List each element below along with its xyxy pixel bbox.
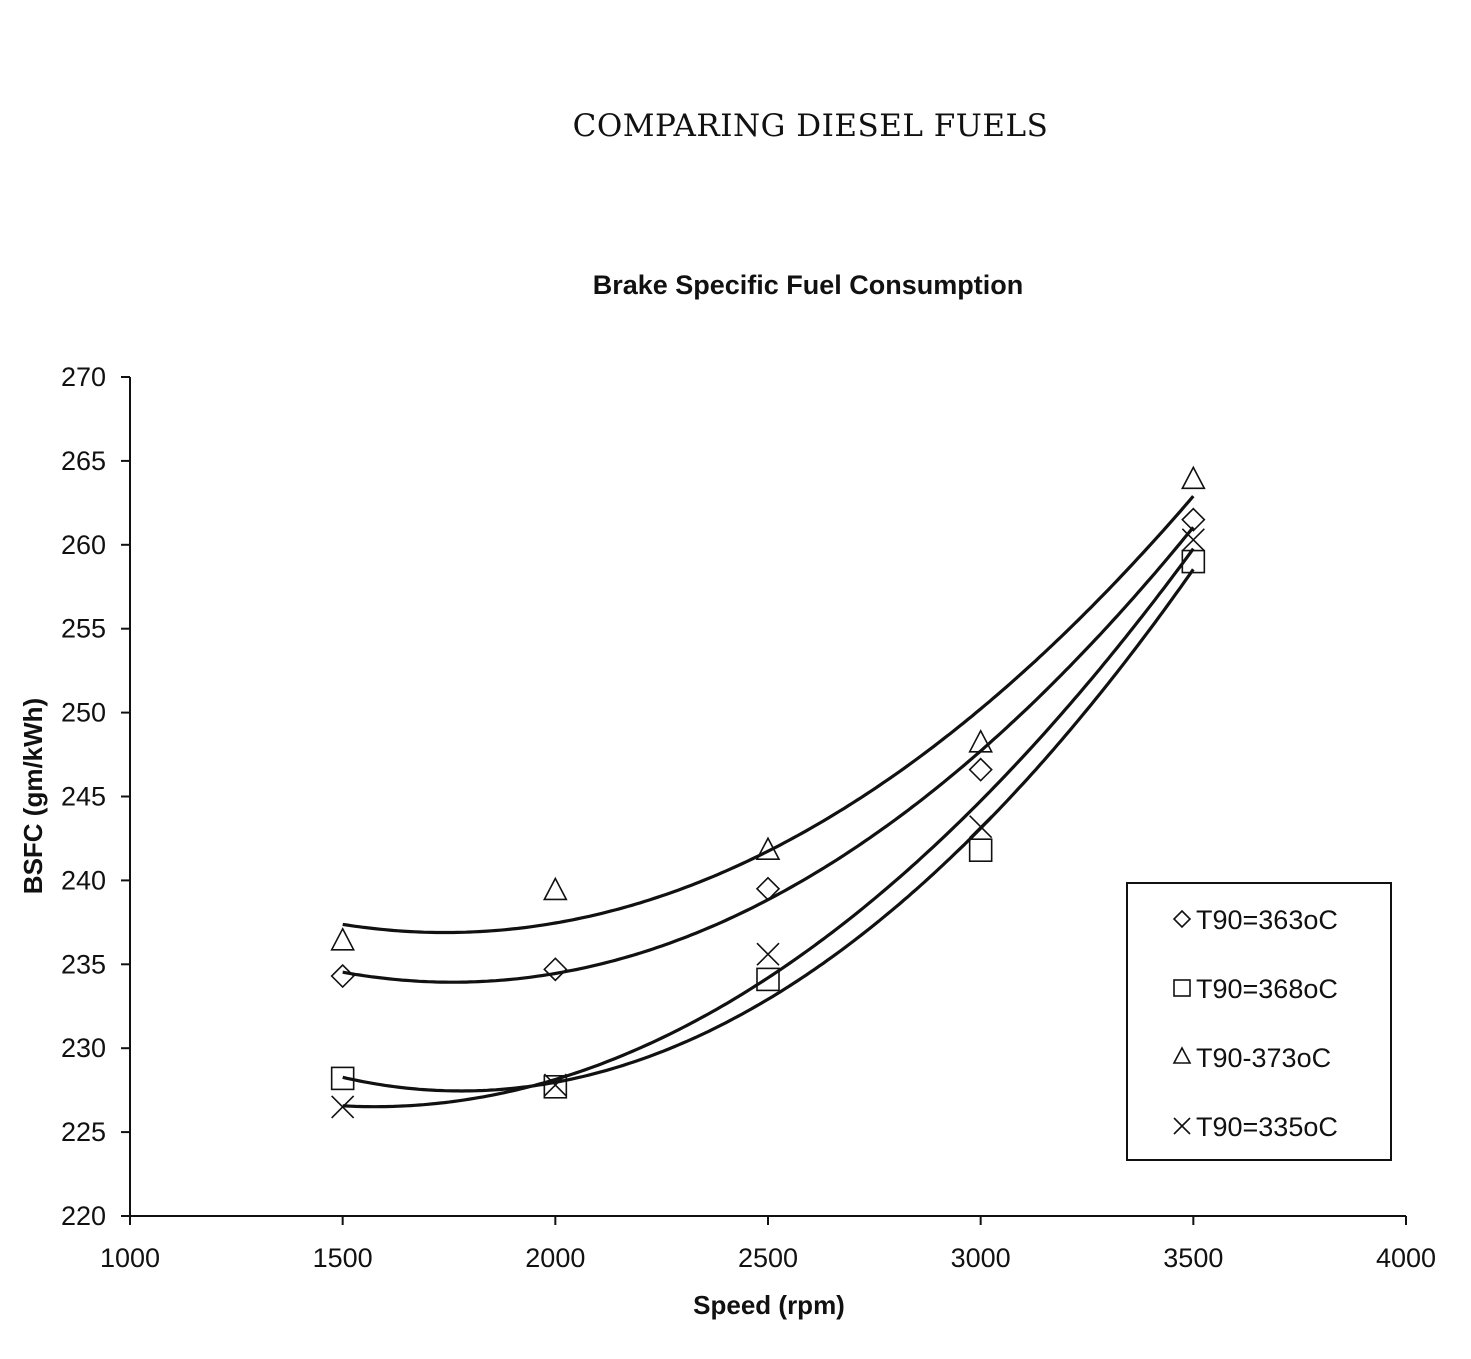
square-marker-icon [330,1066,355,1091]
square-marker-icon [543,1074,568,1099]
diamond-marker-icon [330,963,355,989]
y-tick-label: 270 [61,362,106,392]
triangle-marker-icon [755,836,781,860]
y-tick-label: 235 [61,949,106,979]
y-tick-label: 250 [61,698,106,728]
plot-area [330,465,1206,1119]
x-tick-label: 4000 [1376,1243,1436,1273]
x-tick-label: 1000 [100,1243,160,1273]
y-axis: 220 225 230 235 240 245 250 255 260 265 270 [61,362,131,1231]
y-tick-label: 240 [61,865,106,895]
legend-label: T90=368oC [1196,974,1338,1004]
y-tick-label: 220 [61,1201,106,1231]
x-marker-icon [969,815,993,839]
triangle-marker-icon [1181,465,1206,490]
series-square [330,549,1206,1099]
y-axis-label: BSFC (gm/kWh) [18,698,48,894]
trendline [342,547,1195,1109]
x-tick-label: 3000 [951,1243,1011,1273]
x-tick-label: 1500 [313,1243,373,1273]
y-tick-label: 230 [61,1033,106,1063]
legend-label: T90=363oC [1196,905,1338,935]
triangle-marker-icon [543,876,568,901]
x-tick-label: 2000 [525,1243,585,1273]
square-marker-icon [756,967,780,992]
y-tick-label: 245 [61,782,106,812]
legend-item: T90=363oC [1172,905,1338,935]
diamond-marker-icon [968,757,993,782]
legend-item: T90=335oC [1173,1112,1338,1142]
x-axis-label: Speed (rpm) [693,1290,845,1320]
triangle-marker-icon [330,927,355,951]
diamond-marker-icon [1181,507,1206,532]
legend-item: T90-373oC [1172,1043,1331,1073]
x-axis: 1000 1500 2000 2500 3000 3500 4000 [100,1215,1436,1273]
y-tick-label: 225 [61,1117,106,1147]
legend: T90=363oC T90=368oC T90-373oC T90=335oC [1126,882,1392,1161]
legend-box [1126,882,1392,1161]
x-marker-icon [1173,1117,1191,1135]
y-tick-label: 255 [61,614,106,644]
series-triangle [330,465,1206,951]
square-marker-icon [1173,979,1191,997]
trendline [342,526,1195,984]
x-marker-icon [1181,528,1205,552]
diamond-marker-icon [1172,909,1192,929]
diamond-marker-icon [543,957,568,982]
page-header: COMPARING DIESEL FUELS [572,108,1049,144]
diamond-marker-icon [755,876,781,901]
y-tick-label: 260 [61,530,106,560]
triangle-marker-icon [968,729,993,753]
x-marker-icon [331,1095,355,1119]
trendline [342,568,1195,1093]
trendline [342,495,1195,935]
square-marker-icon [968,838,993,862]
x-tick-label: 3500 [1163,1243,1223,1273]
y-tick-label: 265 [61,446,106,476]
series-diamond [330,507,1206,989]
legend-label: T90-373oC [1196,1043,1331,1073]
legend-label: T90=335oC [1196,1112,1338,1142]
x-marker-icon [543,1073,567,1097]
chart-title: Brake Specific Fuel Consumption [593,270,1024,300]
legend-item: T90=368oC [1173,974,1338,1004]
x-marker-icon [756,942,780,966]
triangle-marker-icon [1172,1046,1192,1064]
series-x [331,528,1205,1119]
x-tick-label: 2500 [738,1243,798,1273]
